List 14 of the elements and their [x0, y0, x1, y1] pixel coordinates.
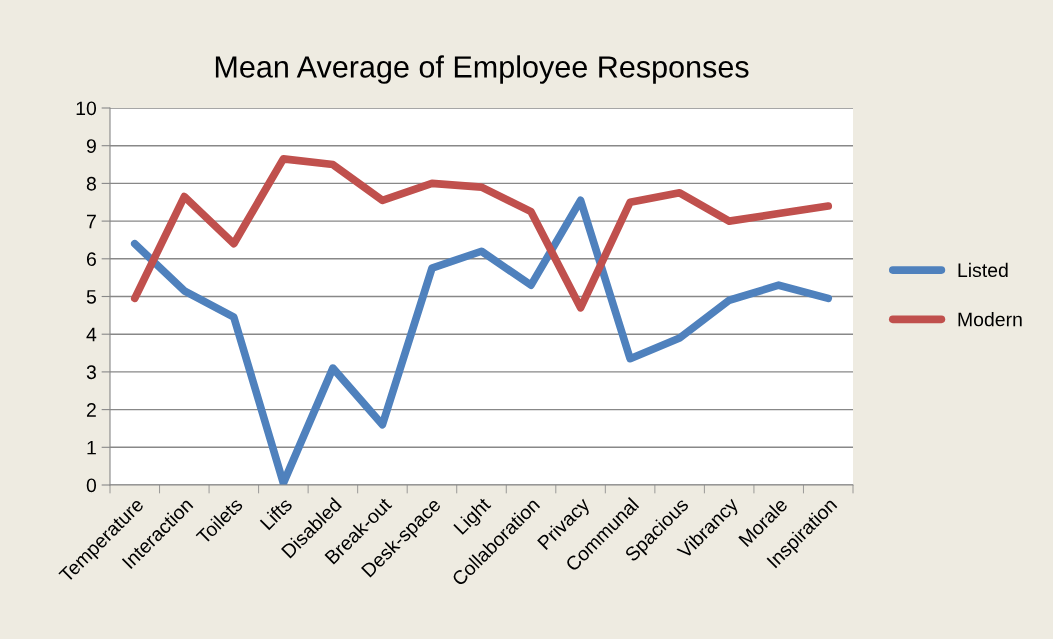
y-tick-label: 9	[86, 139, 96, 153]
y-tick-label: 7	[86, 214, 96, 229]
chart-title: Mean Average of Employee Responses	[215, 55, 749, 84]
y-tick-label: 2	[86, 403, 96, 417]
legend-label: Modern	[958, 312, 1022, 327]
y-tick-label: 8	[86, 176, 96, 191]
y-tick-label: 3	[86, 365, 96, 380]
y-tick-label: 0	[86, 478, 97, 493]
legend-label: Listed	[958, 262, 1008, 278]
y-tick-label: 4	[86, 327, 97, 342]
y-tick-label: 1	[87, 440, 96, 455]
y-tick-label: 10	[76, 101, 97, 116]
y-tick-label: 5	[86, 290, 96, 304]
y-tick-label: 6	[86, 252, 96, 267]
